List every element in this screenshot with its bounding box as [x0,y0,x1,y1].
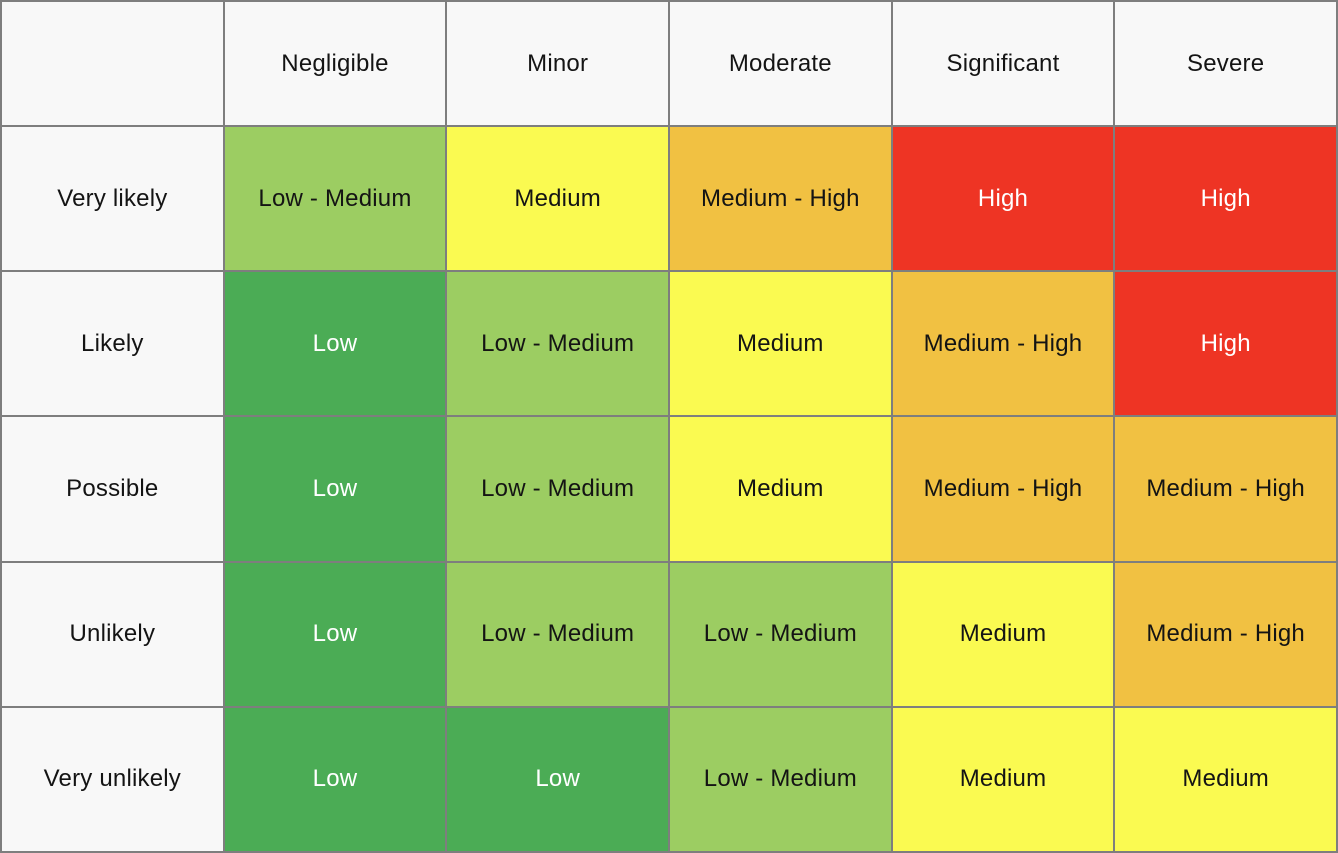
column-header-severe: Severe [1115,2,1336,125]
risk-cell-very-unlikely-minor: Low [447,707,668,851]
risk-cell-very-likely-negligible: Low - Medium [224,127,446,271]
risk-cell-possible-minor: Low - Medium [447,417,668,561]
risk-cell-very-unlikely-significant: Medium [892,707,1114,851]
risk-cell-very-likely-moderate: Medium - High [670,127,891,271]
column-header-moderate: Moderate [670,2,891,125]
column-header-minor: Minor [447,2,668,125]
risk-cell-unlikely-significant: Medium [892,562,1114,706]
column-header-significant: Significant [892,2,1114,125]
row-header-possible: Possible [2,417,223,561]
row-header-very-unlikely: Very unlikely [2,707,223,851]
risk-cell-very-likely-minor: Medium [447,127,668,271]
risk-cell-possible-significant: Medium - High [892,417,1114,561]
risk-cell-likely-negligible: Low [224,272,446,416]
risk-cell-very-likely-severe: High [1115,127,1336,271]
risk-cell-possible-negligible: Low [224,417,446,561]
risk-cell-unlikely-moderate: Low - Medium [670,562,891,706]
risk-cell-very-unlikely-severe: Medium [1115,707,1336,851]
risk-cell-likely-significant: Medium - High [892,272,1114,416]
risk-cell-very-unlikely-moderate: Low - Medium [670,707,891,851]
risk-cell-likely-severe: High [1115,272,1336,416]
risk-cell-possible-moderate: Medium [670,417,891,561]
risk-cell-likely-moderate: Medium [670,272,891,416]
risk-cell-unlikely-minor: Low - Medium [447,562,668,706]
risk-cell-very-unlikely-negligible: Low [224,707,446,851]
risk-cell-possible-severe: Medium - High [1115,417,1336,561]
row-header-unlikely: Unlikely [2,562,223,706]
risk-cell-very-likely-significant: High [892,127,1114,271]
row-header-very-likely: Very likely [2,127,223,271]
risk-cell-likely-minor: Low - Medium [447,272,668,416]
column-header-negligible: Negligible [224,2,446,125]
matrix-corner-cell [2,2,223,125]
row-header-likely: Likely [2,272,223,416]
risk-cell-unlikely-negligible: Low [224,562,446,706]
risk-cell-unlikely-severe: Medium - High [1115,562,1336,706]
